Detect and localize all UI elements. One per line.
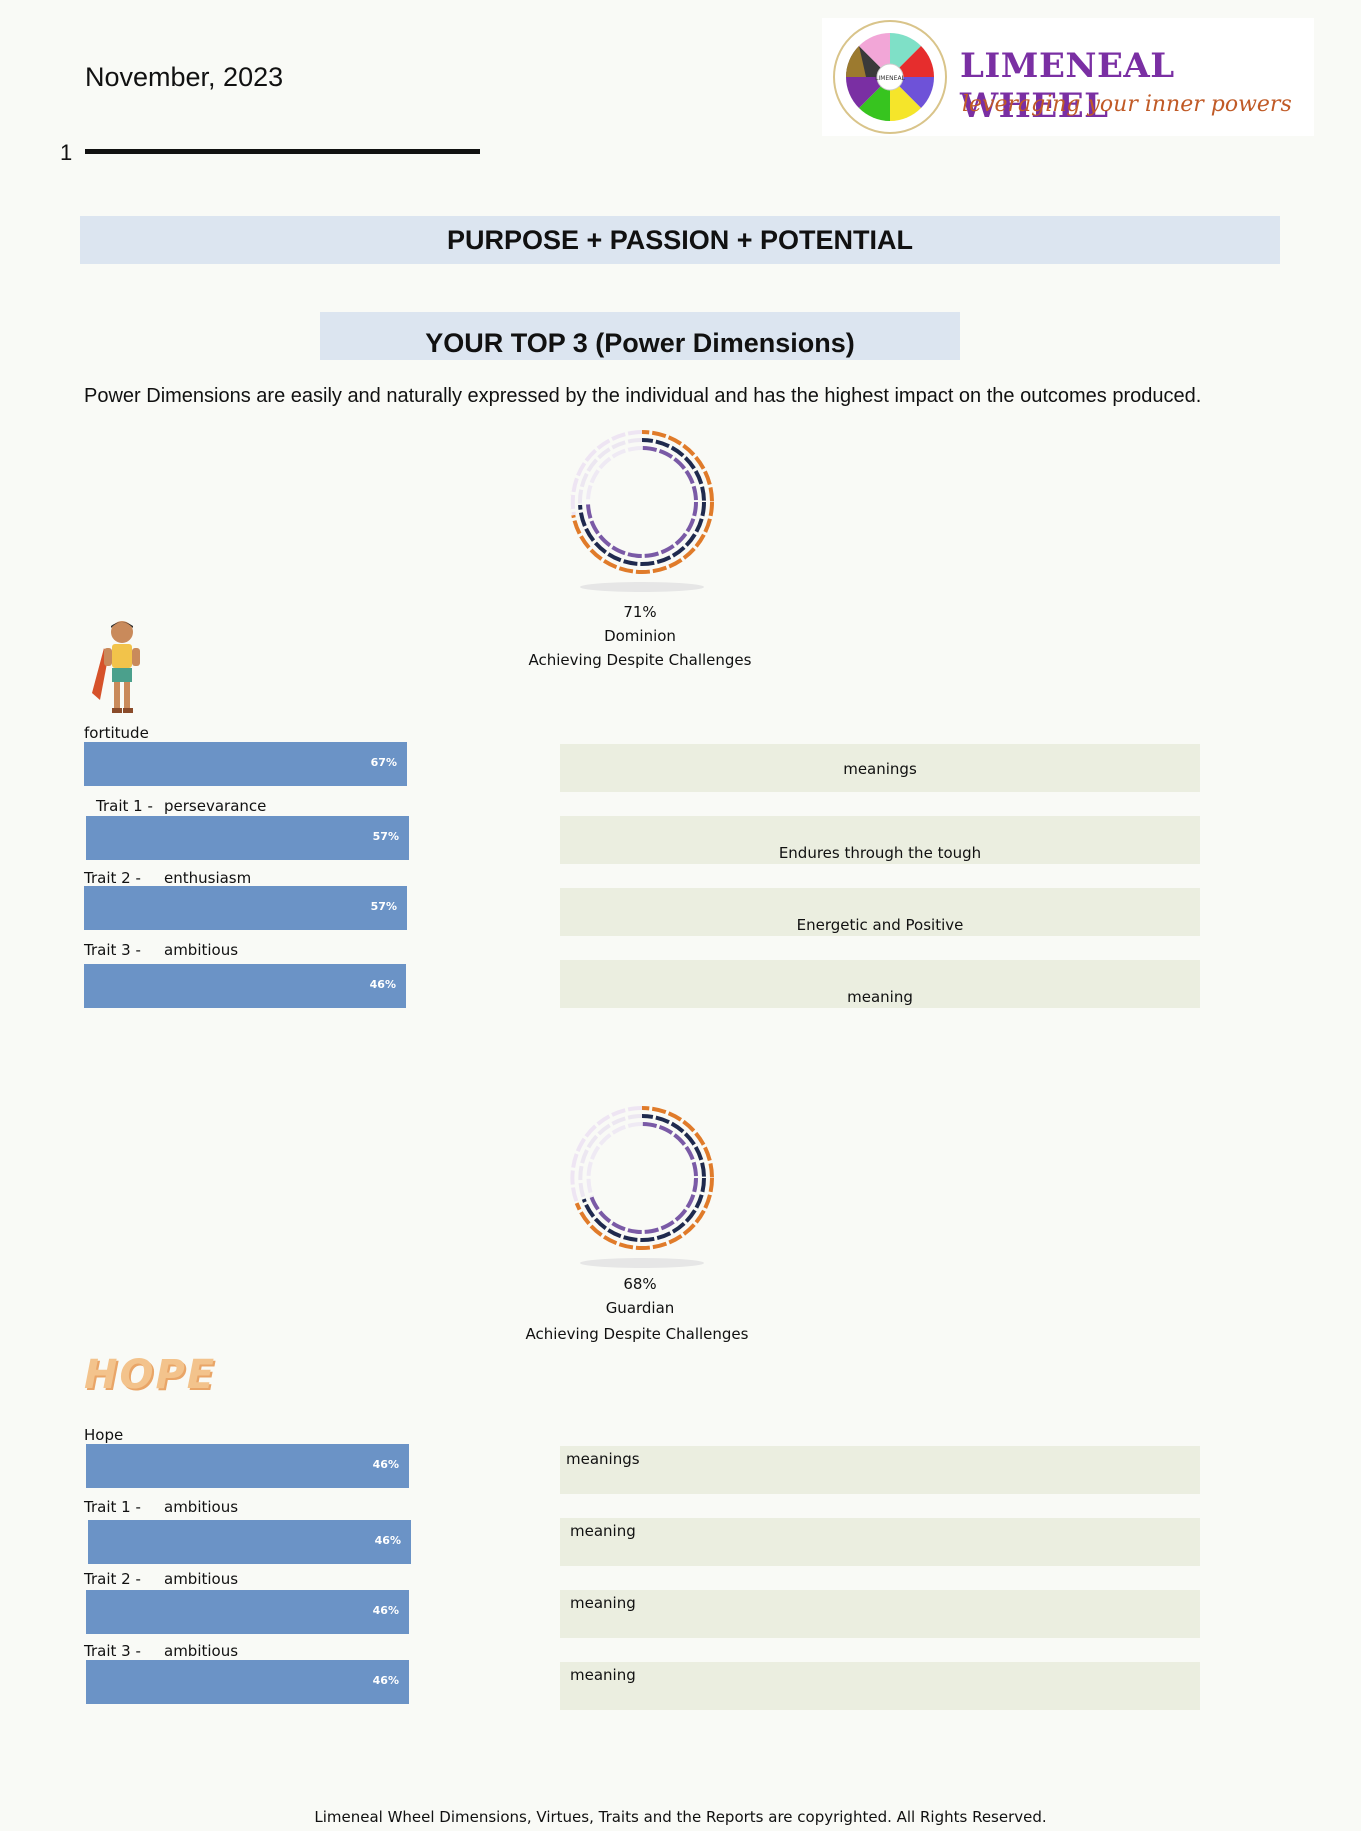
report-date: November, 2023	[85, 62, 284, 92]
trait-meaning-box: Energetic and Positive	[560, 888, 1200, 936]
intro-text: Power Dimensions are easily and naturall…	[84, 385, 1202, 407]
trait-meaning-box: meaning	[560, 1518, 1200, 1566]
wheel-logo-icon: LIMENEAL	[833, 20, 947, 134]
dominion-name: Dominion	[604, 627, 676, 645]
trait-meaning-box: Endures through the tough	[560, 816, 1200, 864]
copyright-footer: Limeneal Wheel Dimensions, Virtues, Trai…	[314, 1808, 1047, 1826]
logo-title: LIMENEAL WHEEL	[960, 46, 1175, 126]
dominion-ring-gauge	[569, 429, 714, 592]
logo-tagline: leveraging your inner powers	[962, 92, 1292, 117]
trait-label: Trait 3 -	[84, 941, 141, 959]
limeneal-logo: LIMENEAL LIMENEAL WHEEL leveraging your …	[822, 18, 1314, 136]
trait-name: ambitious	[164, 1570, 239, 1588]
trait-name: ambitious	[164, 1498, 239, 1516]
trait-meaning-box: meaning	[560, 1662, 1200, 1710]
virtue-label: Hope	[84, 1426, 124, 1444]
virtue-label: fortitude	[84, 724, 149, 742]
guardian-percent: 68%	[623, 1275, 657, 1293]
virtue-score-bar: 67%	[84, 742, 407, 786]
trait-meaning-box: meaning	[560, 1590, 1200, 1638]
page-number: 1	[60, 140, 73, 165]
guardian-name: Guardian	[605, 1299, 675, 1317]
trait-label: Trait 1 -	[96, 797, 153, 815]
trait-label: Trait 2 -	[84, 1570, 141, 1588]
page-divider	[85, 149, 480, 154]
dominion-percent: 71%	[623, 603, 657, 621]
trait-score-bar: 46%	[88, 1520, 411, 1564]
guardian-subtitle: Achieving Despite Challenges	[525, 1325, 749, 1343]
trait-name: ambitious	[164, 941, 239, 959]
trait-label: Trait 1 -	[84, 1498, 141, 1516]
dominion-subtitle: Achieving Despite Challenges	[528, 651, 752, 669]
guardian-ring-gauge	[569, 1105, 714, 1268]
trait-label: Trait 2 -	[84, 869, 141, 887]
trait-score-bar: 46%	[86, 1590, 409, 1634]
hope-illustration: HOPE	[84, 1352, 217, 1398]
virtue-score-bar: 46%	[86, 1444, 409, 1488]
trait-score-bar: 57%	[86, 816, 409, 860]
trait-name: persevarance	[164, 797, 267, 815]
trait-score-bar: 46%	[84, 964, 406, 1008]
trait-score-bar: 57%	[84, 886, 407, 930]
trait-name: enthusiasm	[164, 869, 252, 887]
svg-text:LIMENEAL: LIMENEAL	[875, 75, 905, 82]
trait-label: Trait 3 -	[84, 1642, 141, 1660]
virtue-meaning-box: meanings	[560, 744, 1200, 792]
virtue-meaning-box: meanings	[560, 1446, 1200, 1494]
superhero-kid-icon	[92, 621, 140, 713]
trait-name: ambitious	[164, 1642, 239, 1660]
trait-meaning-box: meaning	[560, 960, 1200, 1008]
trait-score-bar: 46%	[86, 1660, 409, 1704]
section-banner: YOUR TOP 3 (Power Dimensions)	[320, 312, 960, 360]
main-banner: PURPOSE + PASSION + POTENTIAL	[80, 216, 1280, 264]
